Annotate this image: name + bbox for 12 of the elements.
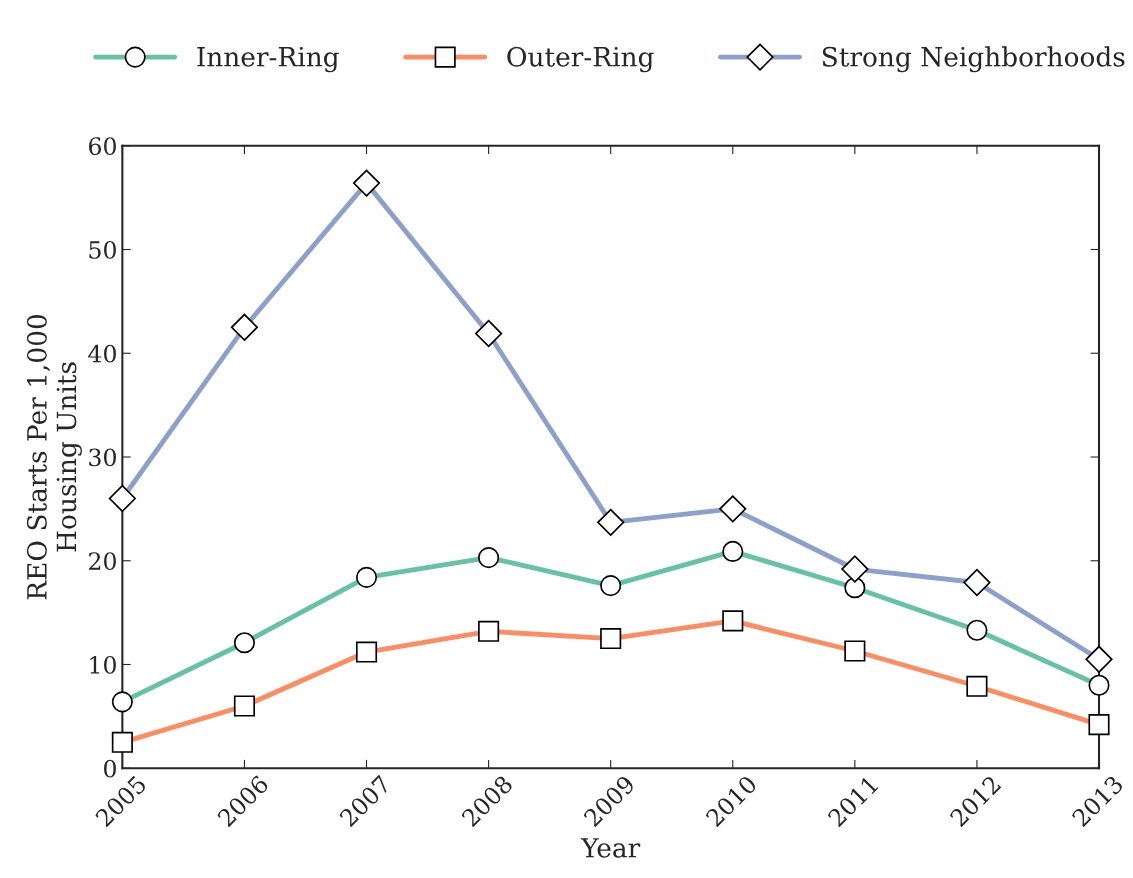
y-tick-label: 20 [89, 552, 116, 571]
y-tick-label: 10 [90, 655, 116, 674]
y-axis-title: REO Starts Per 1,000 Housing Units [26, 315, 82, 600]
y-tick-label: 0 [104, 759, 116, 778]
y-tick-label: 60 [89, 137, 116, 156]
y-tick-label: 50 [89, 240, 116, 259]
y-tick-label: 40 [88, 344, 116, 363]
y-tick-label: 30 [89, 448, 116, 467]
legend-label: Outer-Ring [507, 46, 654, 73]
legend-label: Strong Neighborhoods [822, 46, 1125, 73]
x-axis-title: Year [580, 838, 641, 858]
legend-label: Inner-Ring [197, 46, 339, 73]
